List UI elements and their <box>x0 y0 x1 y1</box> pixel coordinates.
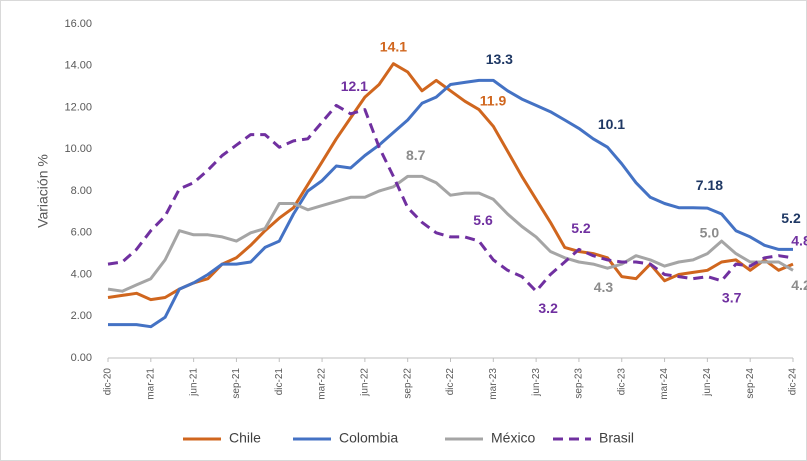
series-line <box>108 78 793 329</box>
x-tick-label: dic-20 <box>103 368 114 396</box>
x-tick-label: dic-24 <box>788 368 799 396</box>
x-tick-label: mar-23 <box>488 368 499 400</box>
y-tick-label: 8.00 <box>71 185 92 197</box>
x-tick-label: mar-24 <box>659 368 670 400</box>
x-tick-label: sep-24 <box>745 368 756 399</box>
y-tick-label: 4.00 <box>71 268 92 280</box>
data-label: 4.3 <box>594 279 614 295</box>
x-tick-label: jun-22 <box>360 368 371 397</box>
data-label: 14.1 <box>380 38 407 54</box>
x-tick-label: sep-22 <box>402 368 413 399</box>
x-tick-label: dic-21 <box>274 368 285 396</box>
y-tick-label: 0.00 <box>71 352 92 364</box>
x-tick-label: sep-21 <box>231 368 242 399</box>
legend-label: México <box>491 430 536 446</box>
data-label: 4.2 <box>791 277 807 293</box>
data-label: 3.7 <box>722 289 742 305</box>
legend-label: Chile <box>229 430 261 446</box>
y-tick-label: 14.00 <box>64 60 92 72</box>
x-tick-label: dic-23 <box>616 368 627 396</box>
series-line <box>107 174 794 293</box>
x-tick-label: jun-24 <box>702 368 713 397</box>
y-tick-label: 10.00 <box>64 143 92 155</box>
y-tick-label: 16.00 <box>64 18 92 30</box>
data-label: 7.18 <box>696 177 723 193</box>
data-label: 5.2 <box>781 210 801 226</box>
data-label: 8.7 <box>406 147 426 163</box>
data-label: 12.1 <box>341 78 368 94</box>
x-tick-label: mar-22 <box>317 368 328 400</box>
legend-label: Brasil <box>599 430 634 446</box>
series-line <box>107 103 794 293</box>
data-label: 3.2 <box>538 300 558 316</box>
data-label: 5.0 <box>700 224 720 240</box>
data-label: 5.6 <box>473 212 493 228</box>
x-tick-label: mar-21 <box>145 368 156 400</box>
x-tick-label: jun-21 <box>188 368 199 397</box>
x-tick-label: jun-23 <box>531 368 542 397</box>
y-tick-label: 2.00 <box>71 310 92 322</box>
x-tick-label: sep-23 <box>574 368 585 399</box>
data-label: 4.8 <box>791 233 807 249</box>
x-tick-label: dic-22 <box>445 368 456 396</box>
y-tick-label: 6.00 <box>71 227 92 239</box>
data-label: 10.1 <box>598 116 625 132</box>
data-label: 11.9 <box>480 92 507 108</box>
legend-label: Colombia <box>339 430 398 446</box>
data-label: 5.2 <box>571 220 591 236</box>
y-tick-label: 12.00 <box>64 101 92 113</box>
data-label: 13.3 <box>486 51 513 67</box>
y-axis-label: Variación % <box>35 154 51 228</box>
